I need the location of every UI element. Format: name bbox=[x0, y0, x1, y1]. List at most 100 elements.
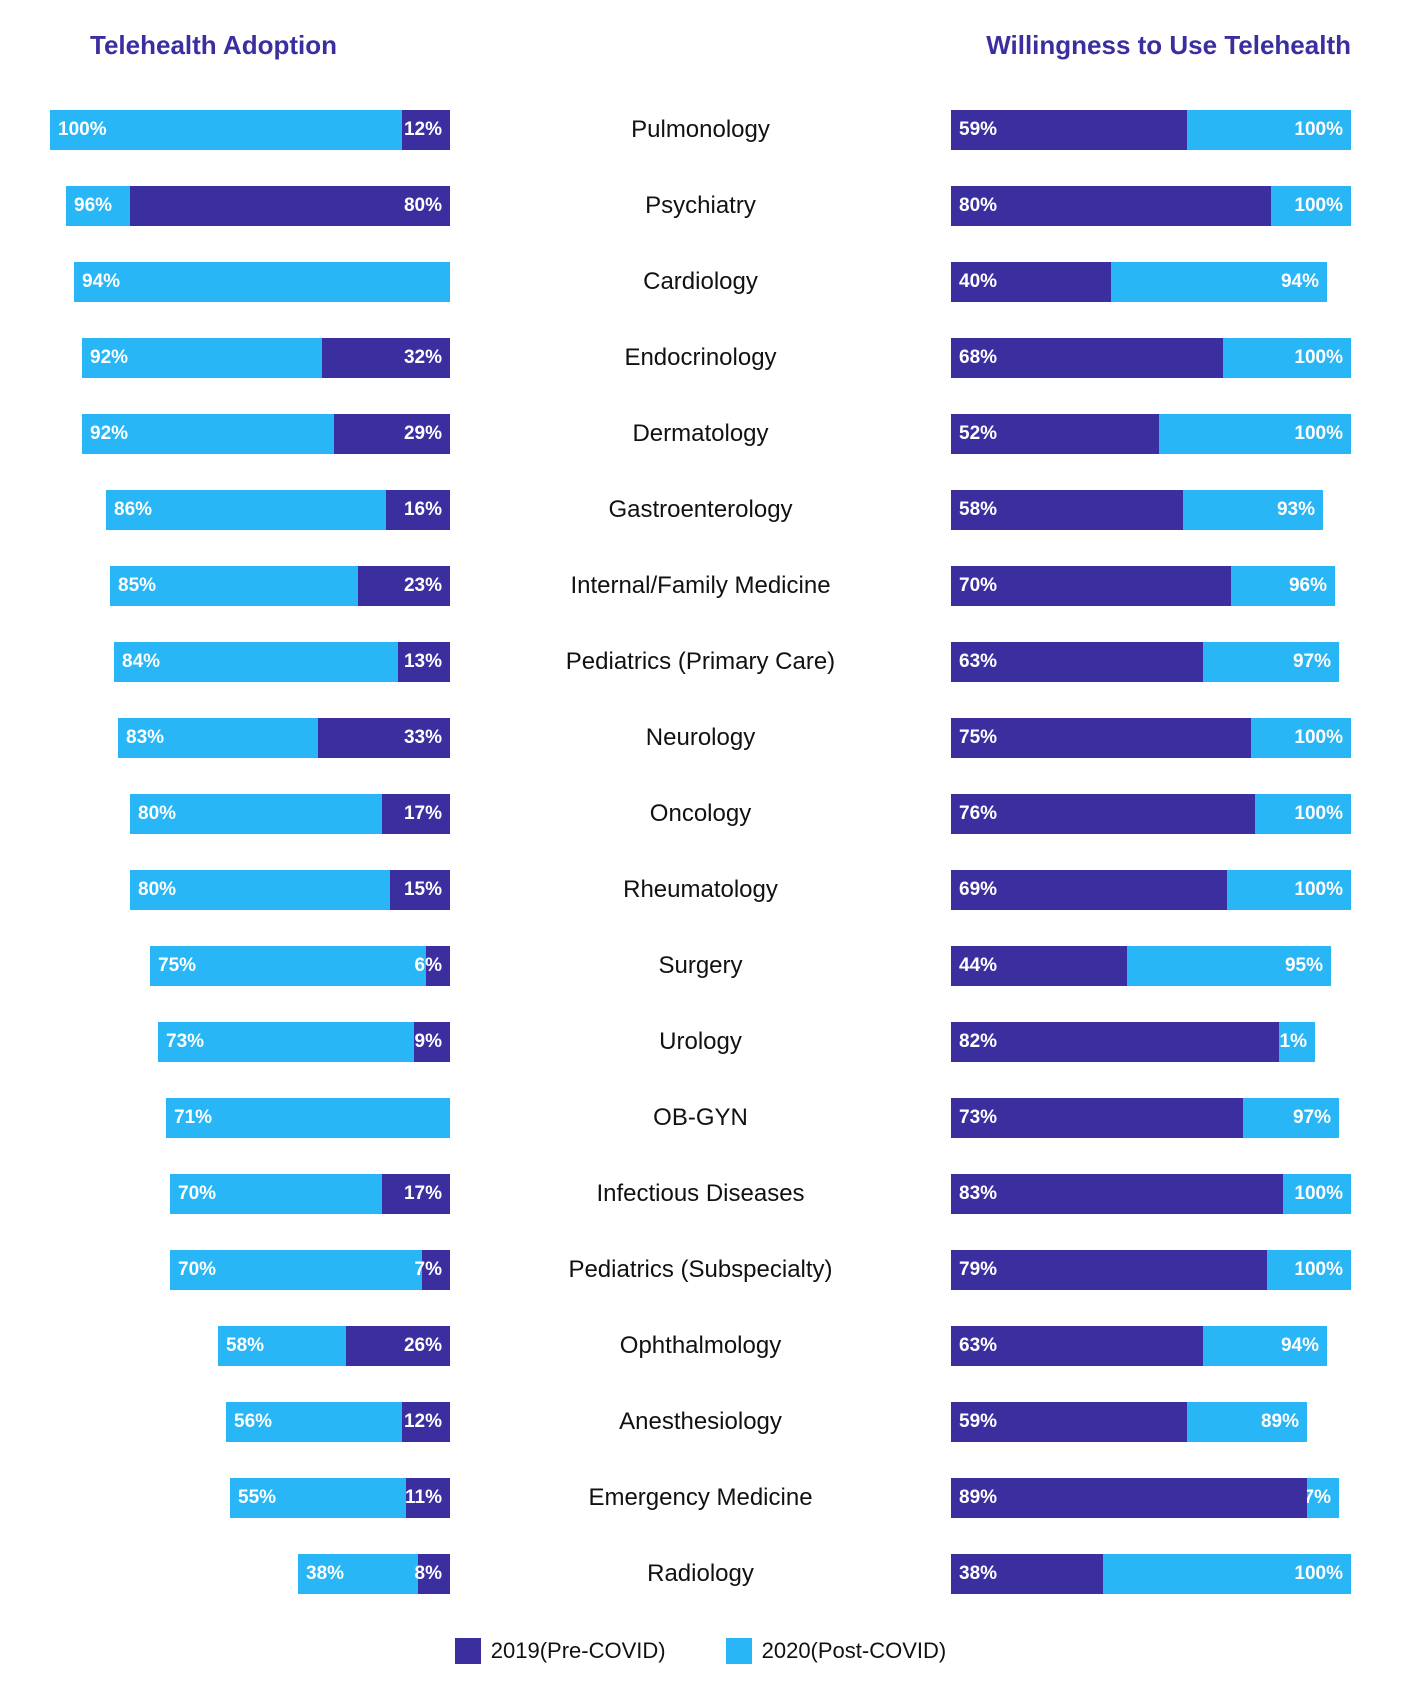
chart-row: 96% 80%Psychiatry100%80% bbox=[50, 177, 1351, 235]
chart-row: 94%Cardiology94%40% bbox=[50, 253, 1351, 311]
left-pre-bar: 26% bbox=[346, 1326, 450, 1366]
legend: 2019(Pre-COVID) 2020(Post-COVID) bbox=[50, 1638, 1351, 1664]
right-post-label: 89% bbox=[1261, 1411, 1299, 1433]
left-bar-zone: 75%6% bbox=[50, 946, 450, 986]
right-bar-zone: 100%68% bbox=[951, 338, 1351, 378]
left-bar-zone: 70% 7% bbox=[50, 1250, 450, 1290]
left-post-label: 92% bbox=[90, 423, 128, 445]
right-pre-label: 59% bbox=[959, 119, 997, 141]
category-label: Pediatrics (Subspecialty) bbox=[450, 1256, 951, 1284]
legend-label-pre: 2019(Pre-COVID) bbox=[491, 1638, 666, 1664]
left-bar-zone: 86%16% bbox=[50, 490, 450, 530]
left-pre-label: 9% bbox=[415, 1031, 442, 1053]
right-pre-bar: 83% bbox=[951, 1174, 1283, 1214]
left-pre-label: 12% bbox=[404, 1411, 442, 1433]
right-pre-label: 58% bbox=[959, 499, 997, 521]
right-bar-zone: 95%44% bbox=[951, 946, 1351, 986]
right-pre-bar: 80% bbox=[951, 186, 1271, 226]
chart-row: 70%17%Infectious Diseases100%83% bbox=[50, 1165, 1351, 1223]
left-post-label: 70% bbox=[178, 1259, 216, 1281]
right-pre-bar: 69% bbox=[951, 870, 1227, 910]
right-bar-zone: 100% 69% bbox=[951, 870, 1351, 910]
right-bar-zone: 100% 79% bbox=[951, 1250, 1351, 1290]
right-bar-zone: 97%73% bbox=[951, 1098, 1351, 1138]
category-label: Anesthesiology bbox=[450, 1408, 951, 1436]
category-label: Oncology bbox=[450, 800, 951, 828]
left-pre-bar: 12% bbox=[402, 110, 450, 150]
headers-row: Telehealth Adoption Willingness to Use T… bbox=[50, 30, 1351, 61]
chart-row: 80%15%Rheumatology100%69% bbox=[50, 861, 1351, 919]
chart-row: 83%33%Neurology100%75% bbox=[50, 709, 1351, 767]
left-bar-zone: 92%32% bbox=[50, 338, 450, 378]
chart-row: 70% 7% Pediatrics (Subspecialty) 100% 79% bbox=[50, 1241, 1351, 1299]
category-label: OB-GYN bbox=[450, 1104, 951, 1132]
right-bar-zone: 89% 59% bbox=[951, 1402, 1351, 1442]
left-post-bar: 100% bbox=[50, 110, 450, 150]
left-pre-bar: 23% bbox=[358, 566, 450, 606]
left-chart-title: Telehealth Adoption bbox=[90, 30, 337, 61]
left-pre-label: 12% bbox=[404, 119, 442, 141]
right-post-label: 100% bbox=[1294, 879, 1343, 901]
right-pre-label: 52% bbox=[959, 423, 997, 445]
right-pre-label: 63% bbox=[959, 651, 997, 673]
left-post-label: 84% bbox=[122, 651, 160, 673]
legend-label-post: 2020(Post-COVID) bbox=[762, 1638, 947, 1664]
left-pre-label: 23% bbox=[404, 575, 442, 597]
right-post-label: 100% bbox=[1294, 1259, 1343, 1281]
left-bar-zone: 83%33% bbox=[50, 718, 450, 758]
right-pre-bar: 59% bbox=[951, 1402, 1187, 1442]
right-pre-bar: 40% bbox=[951, 262, 1111, 302]
left-pre-label: 26% bbox=[404, 1335, 442, 1357]
right-pre-label: 44% bbox=[959, 955, 997, 977]
left-post-label: 55% bbox=[238, 1487, 276, 1509]
category-label: Psychiatry bbox=[450, 192, 951, 220]
left-post-label: 38% bbox=[306, 1563, 344, 1585]
left-post-label: 94% bbox=[82, 271, 120, 293]
category-label: Cardiology bbox=[450, 268, 951, 296]
right-pre-bar: 73% bbox=[951, 1098, 1243, 1138]
right-bar-zone: 91%82% bbox=[951, 1022, 1351, 1062]
right-pre-bar: 79% bbox=[951, 1250, 1267, 1290]
left-bar-zone: 80%17% bbox=[50, 794, 450, 834]
right-post-label: 96% bbox=[1289, 575, 1327, 597]
left-post-label: 73% bbox=[166, 1031, 204, 1053]
left-post-label: 75% bbox=[158, 955, 196, 977]
chart-row: 92%32%Endocrinology100%68% bbox=[50, 329, 1351, 387]
left-bar-zone: 94% bbox=[50, 262, 450, 302]
left-post-label: 96% bbox=[74, 195, 112, 217]
left-pre-bar: 17% bbox=[382, 1174, 450, 1214]
left-pre-label: 7% bbox=[415, 1259, 442, 1281]
left-pre-label: 15% bbox=[404, 879, 442, 901]
right-bar-zone: 100%83% bbox=[951, 1174, 1351, 1214]
right-post-label: 100% bbox=[1294, 727, 1343, 749]
right-bar-zone: 100%75% bbox=[951, 718, 1351, 758]
chart-row: 85%23%Internal/Family Medicine96%70% bbox=[50, 557, 1351, 615]
chart-row: 100%12%Pulmonology100%59% bbox=[50, 101, 1351, 159]
right-pre-label: 68% bbox=[959, 347, 997, 369]
right-bar-zone: 100%80% bbox=[951, 186, 1351, 226]
right-post-label: 100% bbox=[1294, 423, 1343, 445]
right-pre-bar: 63% bbox=[951, 642, 1203, 682]
chart-row: 58%26%Ophthalmology94%63% bbox=[50, 1317, 1351, 1375]
left-bar-zone: 92% 29% bbox=[50, 414, 450, 454]
right-pre-label: 63% bbox=[959, 1335, 997, 1357]
category-label: Urology bbox=[450, 1028, 951, 1056]
left-pre-label: 8% bbox=[415, 1563, 442, 1585]
category-label: Emergency Medicine bbox=[450, 1484, 951, 1512]
right-pre-label: 70% bbox=[959, 575, 997, 597]
left-pre-label: 11% bbox=[405, 1487, 442, 1509]
right-post-label: 100% bbox=[1294, 803, 1343, 825]
right-pre-bar: 68% bbox=[951, 338, 1223, 378]
right-pre-bar: 38% bbox=[951, 1554, 1103, 1594]
right-pre-label: 83% bbox=[959, 1183, 997, 1205]
legend-swatch-post bbox=[726, 1638, 752, 1664]
left-post-label: 56% bbox=[234, 1411, 272, 1433]
left-pre-bar: 12% bbox=[402, 1402, 450, 1442]
category-label: Pediatrics (Primary Care) bbox=[450, 648, 951, 676]
left-pre-label: 29% bbox=[404, 423, 442, 445]
left-post-label: 71% bbox=[174, 1107, 212, 1129]
left-pre-bar: 17% bbox=[382, 794, 450, 834]
chart-row: 92%29%Dermatology100%52% bbox=[50, 405, 1351, 463]
left-bar-zone: 56% 12% bbox=[50, 1402, 450, 1442]
chart-row: 75%6%Surgery95%44% bbox=[50, 937, 1351, 995]
